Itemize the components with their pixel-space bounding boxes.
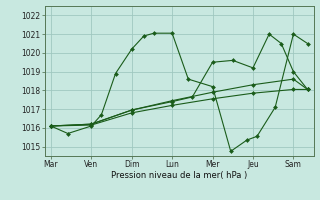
X-axis label: Pression niveau de la mer( hPa ): Pression niveau de la mer( hPa ) xyxy=(111,171,247,180)
